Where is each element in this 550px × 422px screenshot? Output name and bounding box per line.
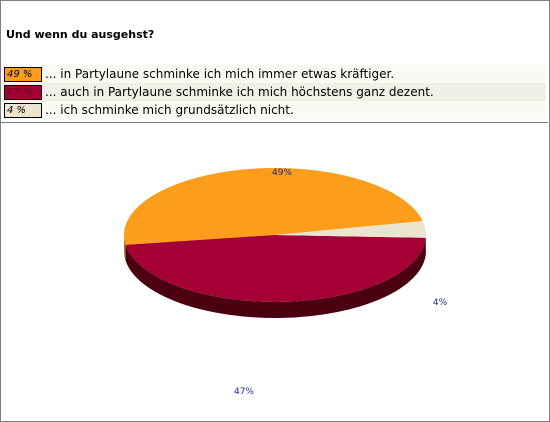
legend-label: ... in Partylaune schminke ich mich imme… (45, 67, 395, 81)
pie-slice-side (124, 235, 126, 261)
legend-label: ... ich schminke mich grundsätzlich nich… (45, 103, 294, 117)
legend-percent-box: 47 % (4, 84, 42, 100)
legend-percent-box: 4 % (4, 102, 42, 118)
pie-slice (124, 168, 423, 245)
poll-question: Und wenn du ausgehst? (6, 28, 155, 41)
pie-slice-label: 49% (272, 168, 292, 178)
legend-label: ... auch in Partylaune schminke ich mich… (45, 85, 434, 99)
legend-item: 49 % ... in Partylaune schminke ich mich… (2, 65, 546, 83)
pie-slice (275, 221, 426, 238)
pie-slice-side (125, 237, 426, 318)
pie-slice-label: 47% (234, 387, 254, 397)
legend-item: 47 % ... auch in Partylaune schminke ich… (2, 83, 546, 101)
legend-percent-box: 49 % (4, 66, 42, 82)
legend-item: 4 % ... ich schminke mich grundsätzlich … (2, 101, 546, 119)
pie-slice (125, 235, 426, 302)
legend: 49 % ... in Partylaune schminke ich mich… (2, 65, 546, 119)
pie-slice-label: 4% (433, 298, 448, 308)
divider (0, 122, 548, 123)
